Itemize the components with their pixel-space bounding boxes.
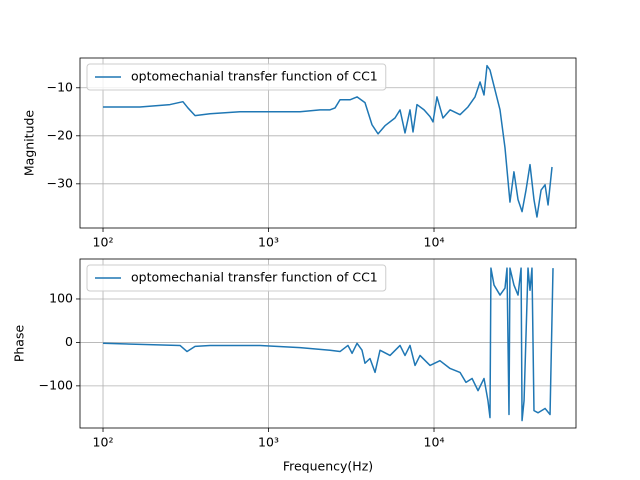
data-line xyxy=(102,267,554,422)
legend: optomechanial transfer function of CC1 xyxy=(86,264,387,292)
axes-frame xyxy=(79,258,577,429)
x-tick-label: 10³ xyxy=(258,235,279,250)
legend-box xyxy=(86,63,387,91)
x-tick-label: 10² xyxy=(93,235,114,250)
axes-frame xyxy=(79,57,577,229)
y-axis-label: Phase xyxy=(12,325,27,363)
x-tick-label: 10⁴ xyxy=(424,235,445,250)
y-tick-label: −30 xyxy=(47,175,73,190)
x-tick-label: 10⁴ xyxy=(424,435,445,450)
x-tick-label: 10³ xyxy=(258,435,279,450)
legend-label: optomechanial transfer function of CC1 xyxy=(131,69,378,84)
y-tick-label: 100 xyxy=(49,290,73,305)
y-tick-label: −10 xyxy=(47,79,73,94)
subplot: 10² 10³ 10⁴ −100 0 100 Phase Frequency(Hz) optom… xyxy=(12,258,577,474)
legend-box xyxy=(86,264,387,292)
y-tick-label: −100 xyxy=(39,377,73,392)
subplot: 10² 10³ 10⁴ −30 −20 −10 Magnitude optomechanial… xyxy=(22,57,577,250)
legend: optomechanial transfer function of CC1 xyxy=(86,63,387,91)
y-axis-label: Magnitude xyxy=(22,110,37,177)
x-axis-label: Frequency(Hz) xyxy=(283,459,373,474)
data-line xyxy=(103,64,553,218)
x-tick-label: 10² xyxy=(93,435,114,450)
legend-label: optomechanial transfer function of CC1 xyxy=(131,270,378,285)
y-tick-label: −20 xyxy=(47,127,73,142)
y-tick-label: 0 xyxy=(65,334,73,349)
